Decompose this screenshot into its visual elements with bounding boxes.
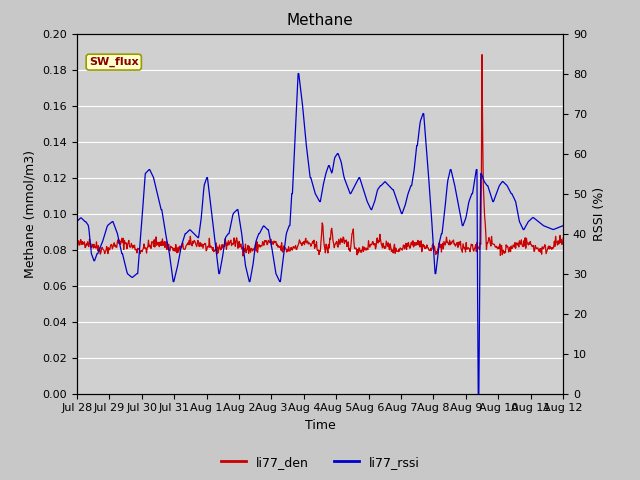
X-axis label: Time: Time bbox=[305, 419, 335, 432]
Legend: li77_den, li77_rssi: li77_den, li77_rssi bbox=[216, 451, 424, 474]
Y-axis label: Methane (mmol/m3): Methane (mmol/m3) bbox=[24, 150, 36, 277]
Y-axis label: RSSI (%): RSSI (%) bbox=[593, 187, 605, 240]
Title: Methane: Methane bbox=[287, 13, 353, 28]
Text: SW_flux: SW_flux bbox=[89, 57, 139, 67]
